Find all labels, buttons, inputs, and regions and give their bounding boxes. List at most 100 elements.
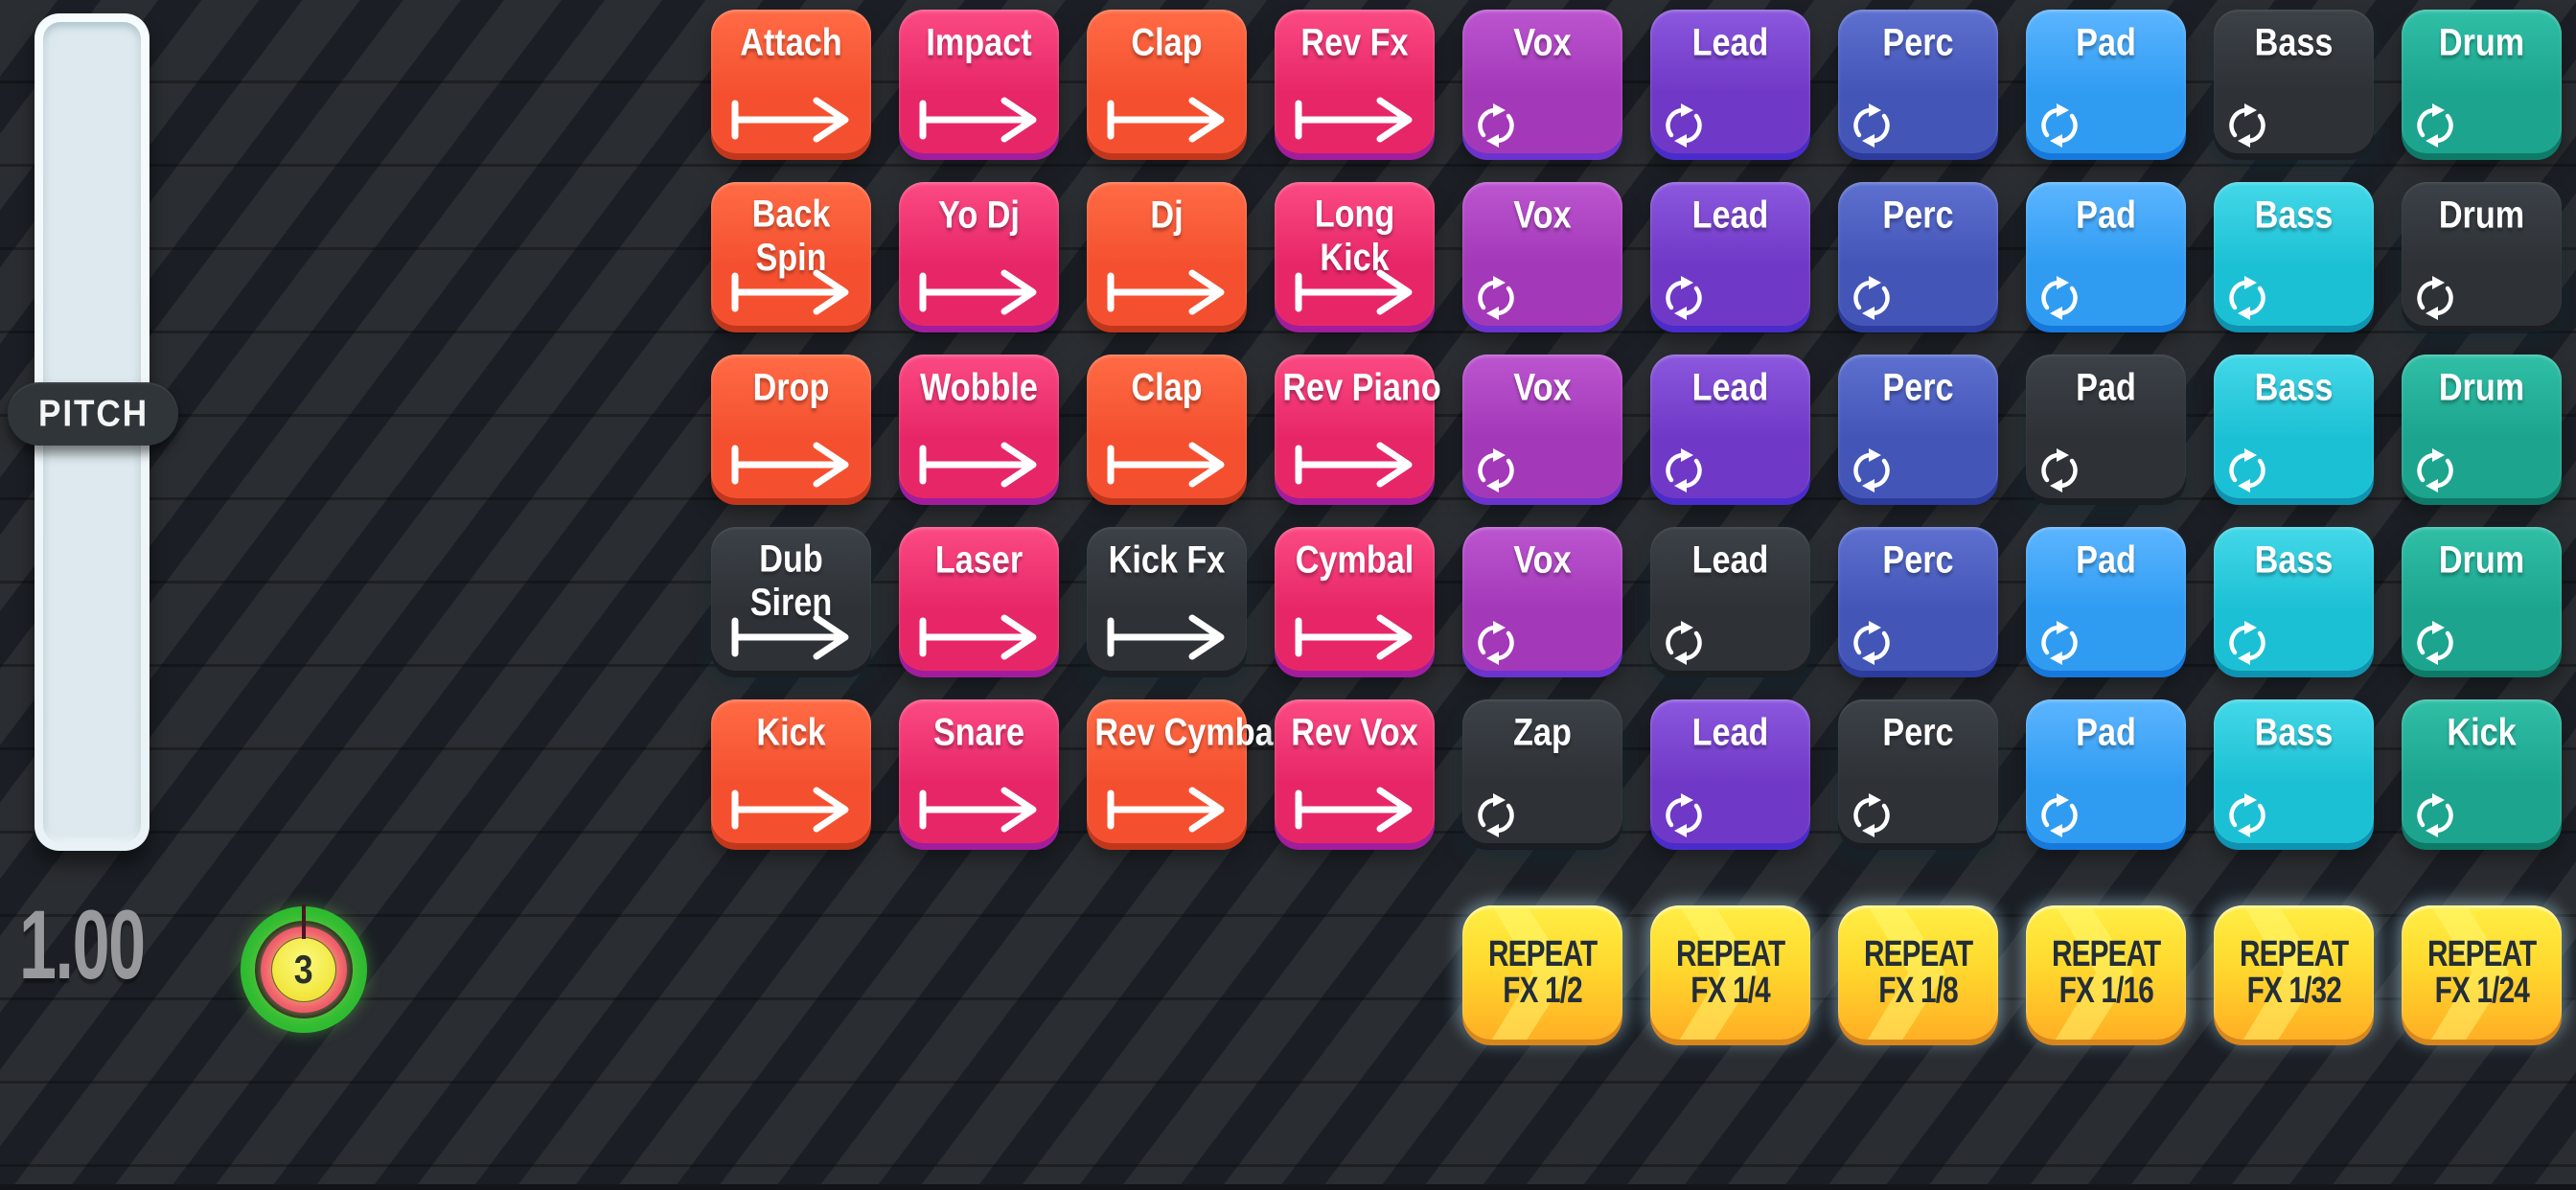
pad-zap[interactable]: Zap: [1462, 699, 1622, 843]
pad-long-kick[interactable]: Long Kick: [1275, 182, 1435, 326]
arrow-right-icon: [919, 442, 1036, 488]
pad-vox[interactable]: Vox: [1462, 10, 1622, 153]
pad-bass[interactable]: Bass: [2214, 355, 2374, 498]
loop-icon: [1478, 621, 1514, 665]
arrow-right-icon: [1107, 787, 1224, 833]
pad-label: Bass: [2254, 366, 2334, 410]
pad-label: Bass: [2254, 711, 2334, 755]
pad-bass[interactable]: Bass: [2214, 699, 2374, 843]
repeat-fx-button-fx-1-8[interactable]: REPEAT FX 1/8: [1838, 905, 1998, 1040]
pad-vox[interactable]: Vox: [1462, 527, 1622, 671]
pad-wobble[interactable]: Wobble: [899, 355, 1059, 498]
pad-rev-vox[interactable]: Rev Vox: [1275, 699, 1435, 843]
pad-rev-fx[interactable]: Rev Fx: [1275, 10, 1435, 153]
pad-clap[interactable]: Clap: [1087, 10, 1247, 153]
pad-vox[interactable]: Vox: [1462, 355, 1622, 498]
pad-label: Bass: [2254, 538, 2334, 583]
loop-icon: [1666, 276, 1702, 320]
pad-pad[interactable]: Pad: [2026, 527, 2186, 671]
pad-yo-dj[interactable]: Yo Dj: [899, 182, 1059, 326]
pad-label: Drop: [752, 366, 830, 410]
pad-kick[interactable]: Kick: [711, 699, 871, 843]
loop-icon: [1853, 793, 1890, 837]
pad-label: Lead: [1691, 21, 1769, 65]
loop-icon: [2229, 793, 2266, 837]
pad-lead[interactable]: Lead: [1650, 527, 1810, 671]
repeat-fx-line1: REPEAT: [2239, 933, 2349, 974]
pad-drum[interactable]: Drum: [2402, 182, 2562, 326]
pad-bass[interactable]: Bass: [2214, 10, 2374, 153]
pad-kick-fx[interactable]: Kick Fx: [1087, 527, 1247, 671]
pad-lead[interactable]: Lead: [1650, 182, 1810, 326]
pad-cymbal[interactable]: Cymbal: [1275, 527, 1435, 671]
pad-label: Drum: [2438, 366, 2525, 410]
pad-label: Drum: [2438, 21, 2525, 65]
pad-attach[interactable]: Attach: [711, 10, 871, 153]
repeat-fx-button-fx-1-24[interactable]: REPEAT FX 1/24: [2402, 905, 2562, 1040]
knob-red-ring: 3: [261, 927, 347, 1013]
pad-label: Pad: [2076, 194, 2136, 238]
pad-drum[interactable]: Drum: [2402, 355, 2562, 498]
repeat-fx-button-fx-1-2[interactable]: REPEAT FX 1/2: [1462, 905, 1622, 1040]
arrow-right-icon: [1295, 442, 1412, 488]
pad-perc[interactable]: Perc: [1838, 699, 1998, 843]
pad-bass[interactable]: Bass: [2214, 527, 2374, 671]
pad-label: Perc: [1882, 538, 1954, 583]
pad-drum[interactable]: Drum: [2402, 527, 2562, 671]
pad-label: Vox: [1513, 538, 1572, 583]
repeat-fx-text: REPEAT FX 1/32: [2214, 905, 2374, 1040]
loop-icon: [2417, 276, 2453, 320]
pad-drop[interactable]: Drop: [711, 355, 871, 498]
repeat-fx-line2: FX 1/8: [1878, 970, 1958, 1011]
repeat-fx-button-fx-1-16[interactable]: REPEAT FX 1/16: [2026, 905, 2186, 1040]
pad-lead[interactable]: Lead: [1650, 10, 1810, 153]
pad-dub-siren[interactable]: Dub Siren: [711, 527, 871, 671]
pad-clap[interactable]: Clap: [1087, 355, 1247, 498]
pad-snare[interactable]: Snare: [899, 699, 1059, 843]
loop-icon: [1666, 621, 1702, 665]
loop-icon: [1853, 276, 1890, 320]
pad-pad[interactable]: Pad: [2026, 699, 2186, 843]
pad-laser[interactable]: Laser: [899, 527, 1059, 671]
pad-pad[interactable]: Pad: [2026, 355, 2186, 498]
loop-icon: [1478, 276, 1514, 320]
pad-bass[interactable]: Bass: [2214, 182, 2374, 326]
pad-drum[interactable]: Drum: [2402, 10, 2562, 153]
pad-rev-piano[interactable]: Rev Piano: [1275, 355, 1441, 498]
pad-perc[interactable]: Perc: [1838, 10, 1998, 153]
loop-icon: [1478, 448, 1514, 492]
pad-label: Clap: [1131, 21, 1203, 65]
pad-label: Impact: [926, 21, 1032, 65]
arrow-right-icon: [1107, 442, 1224, 488]
pad-perc[interactable]: Perc: [1838, 182, 1998, 326]
pad-kick[interactable]: Kick: [2402, 699, 2562, 843]
loop-icon: [1853, 103, 1890, 148]
pad-lead[interactable]: Lead: [1650, 355, 1810, 498]
knob-center: 3: [272, 938, 335, 1001]
repeat-fx-line2: FX 1/24: [2434, 970, 2529, 1011]
pad-label: Perc: [1882, 711, 1954, 755]
pad-back-spin[interactable]: Back Spin: [711, 182, 871, 326]
loop-icon: [1853, 621, 1890, 665]
pad-perc[interactable]: Perc: [1838, 355, 1998, 498]
pad-label: Dj: [1150, 194, 1184, 238]
pad-dj[interactable]: Dj: [1087, 182, 1247, 326]
pad-vox[interactable]: Vox: [1462, 182, 1622, 326]
pad-impact[interactable]: Impact: [899, 10, 1059, 153]
pad-label: Pad: [2076, 538, 2136, 583]
repeat-fx-button-fx-1-4[interactable]: REPEAT FX 1/4: [1650, 905, 1810, 1040]
pad-label: Clap: [1131, 366, 1203, 410]
pad-label: Kick: [2447, 711, 2517, 755]
pad-label: Perc: [1882, 194, 1954, 238]
loop-icon: [1478, 793, 1514, 837]
pad-pad[interactable]: Pad: [2026, 182, 2186, 326]
pad-rev-cymbal[interactable]: Rev Cymbal: [1087, 699, 1282, 843]
pitch-slider-badge: PITCH: [8, 382, 178, 446]
pad-lead[interactable]: Lead: [1650, 699, 1810, 843]
loop-icon: [2041, 448, 2078, 492]
repeat-fx-button-fx-1-32[interactable]: REPEAT FX 1/32: [2214, 905, 2374, 1040]
repeat-fx-line1: REPEAT: [2051, 933, 2161, 974]
pad-pad[interactable]: Pad: [2026, 10, 2186, 153]
pad-perc[interactable]: Perc: [1838, 527, 1998, 671]
pad-label: Kick: [756, 711, 826, 755]
